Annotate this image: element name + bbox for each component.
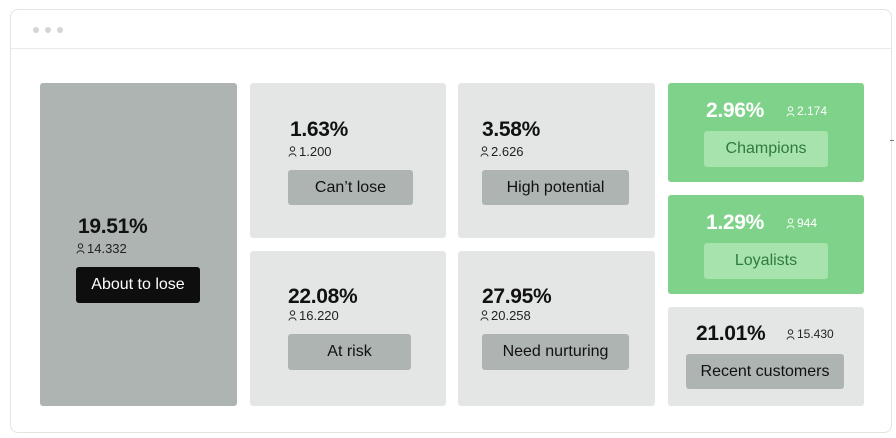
segment-percentage: 27.95% xyxy=(482,285,552,308)
segment-count: 14.332 xyxy=(76,241,127,256)
loyalists-button[interactable]: Loyalists xyxy=(704,243,828,279)
window-dot-icon xyxy=(57,27,63,33)
segment-percentage: 3.58% xyxy=(482,118,541,141)
segment-count: 1.200 xyxy=(288,144,332,159)
segment-count: 16.220 xyxy=(288,308,339,323)
segment-loyalists[interactable]: 1.29% 944 Loyalists xyxy=(668,195,864,294)
window-dot-icon xyxy=(33,27,39,33)
segment-percentage: 19.51% xyxy=(78,215,148,238)
segment-count: 15.430 xyxy=(786,327,834,341)
person-icon xyxy=(786,105,795,117)
person-icon xyxy=(288,310,297,321)
segment-count: 2.174 xyxy=(786,104,827,118)
need-nurturing-button[interactable]: Need nurturing xyxy=(482,334,629,370)
segment-percentage: 21.01% xyxy=(696,322,766,345)
person-icon xyxy=(480,310,489,321)
person-icon xyxy=(288,146,297,157)
segment-count: 20.258 xyxy=(480,308,531,323)
segment-champions[interactable]: 2.96% 2.174 Champions xyxy=(668,83,864,182)
segment-percentage: 1.29% xyxy=(706,211,765,234)
segment-count-value: 944 xyxy=(797,216,818,230)
person-icon xyxy=(786,217,795,229)
recent-customers-button[interactable]: Recent customers xyxy=(686,354,844,389)
segment-percentage: 22.08% xyxy=(288,285,358,308)
at-risk-button[interactable]: At risk xyxy=(288,334,411,370)
segment-count-value: 1.200 xyxy=(299,144,332,159)
person-icon xyxy=(786,328,795,340)
segment-cant-lose[interactable]: 1.63% 1.200 Can’t lose xyxy=(250,83,446,238)
segment-count-value: 15.430 xyxy=(797,327,834,341)
segment-count-value: 14.332 xyxy=(87,241,127,256)
high-potential-button[interactable]: High potential xyxy=(482,170,629,205)
window-titlebar xyxy=(11,10,891,49)
segment-about-to-lose[interactable]: 19.51% 14.332 About to lose xyxy=(40,83,237,406)
segment-high-potential[interactable]: 3.58% 2.626 High potential xyxy=(458,83,655,238)
segment-count: 2.626 xyxy=(480,144,524,159)
window-dot-icon xyxy=(45,27,51,33)
about-to-lose-button[interactable]: About to lose xyxy=(76,267,200,303)
segment-percentage: 2.96% xyxy=(706,99,765,122)
segment-count-value: 2.174 xyxy=(797,104,828,118)
segment-need-nurturing[interactable]: 27.95% 20.258 Need nurturing xyxy=(458,251,655,406)
segment-at-risk[interactable]: 22.08% 16.220 At risk xyxy=(250,251,446,406)
segment-count: 944 xyxy=(786,216,817,230)
person-icon xyxy=(480,146,489,157)
champions-button[interactable]: Champions xyxy=(704,131,828,167)
cant-lose-button[interactable]: Can’t lose xyxy=(288,170,413,205)
segment-count-value: 2.626 xyxy=(491,144,524,159)
person-icon xyxy=(76,243,85,254)
segment-count-value: 16.220 xyxy=(299,308,339,323)
segment-percentage: 1.63% xyxy=(290,118,349,141)
segment-count-value: 20.258 xyxy=(491,308,531,323)
segment-recent-customers[interactable]: 21.01% 15.430 Recent customers xyxy=(668,307,864,406)
edge-marker xyxy=(890,140,894,141)
